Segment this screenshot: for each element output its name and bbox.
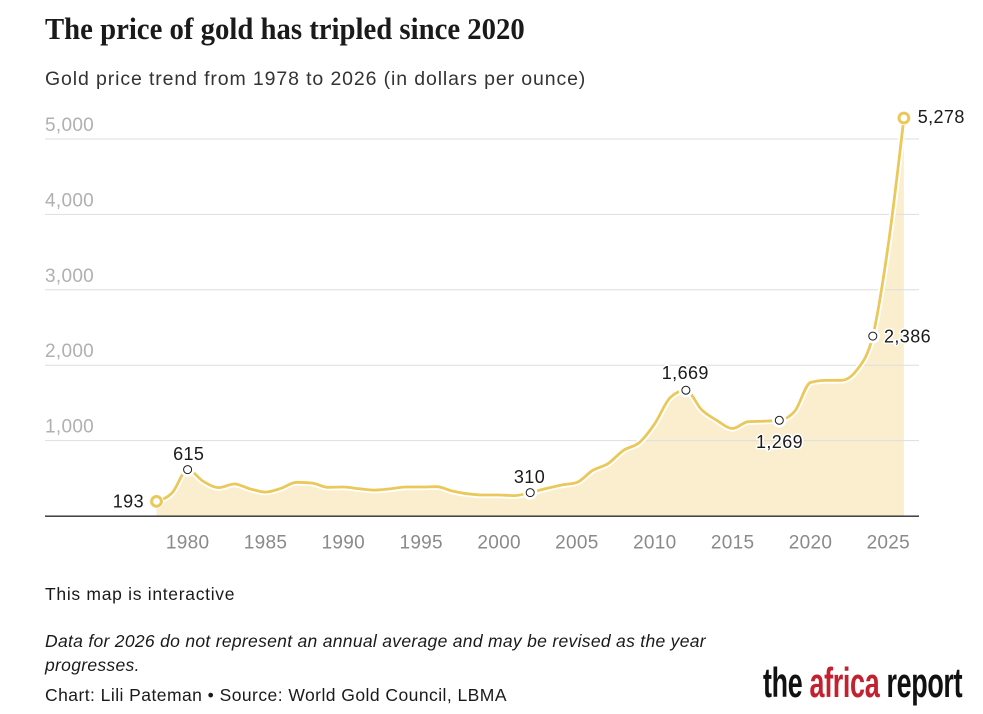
svg-text:2010: 2010 xyxy=(633,533,676,554)
svg-text:2015: 2015 xyxy=(711,533,754,554)
svg-text:1,000: 1,000 xyxy=(45,417,94,438)
svg-text:1995: 1995 xyxy=(399,533,442,554)
svg-text:615: 615 xyxy=(173,444,204,464)
svg-text:3,000: 3,000 xyxy=(45,266,94,287)
svg-text:1980: 1980 xyxy=(166,533,209,554)
svg-text:1985: 1985 xyxy=(244,533,287,554)
svg-text:1,269: 1,269 xyxy=(756,432,803,452)
svg-text:193: 193 xyxy=(113,492,144,512)
svg-text:5,000: 5,000 xyxy=(45,115,94,136)
svg-text:2,386: 2,386 xyxy=(884,327,931,347)
svg-text:1,669: 1,669 xyxy=(662,363,709,383)
svg-text:310: 310 xyxy=(514,467,545,487)
svg-text:1990: 1990 xyxy=(322,533,365,554)
svg-text:4,000: 4,000 xyxy=(45,190,94,211)
svg-text:2,000: 2,000 xyxy=(45,341,94,362)
svg-text:5,278: 5,278 xyxy=(918,107,965,127)
svg-text:2005: 2005 xyxy=(555,533,598,554)
svg-text:2020: 2020 xyxy=(789,533,832,554)
svg-text:2025: 2025 xyxy=(867,533,910,554)
svg-text:2000: 2000 xyxy=(477,533,520,554)
